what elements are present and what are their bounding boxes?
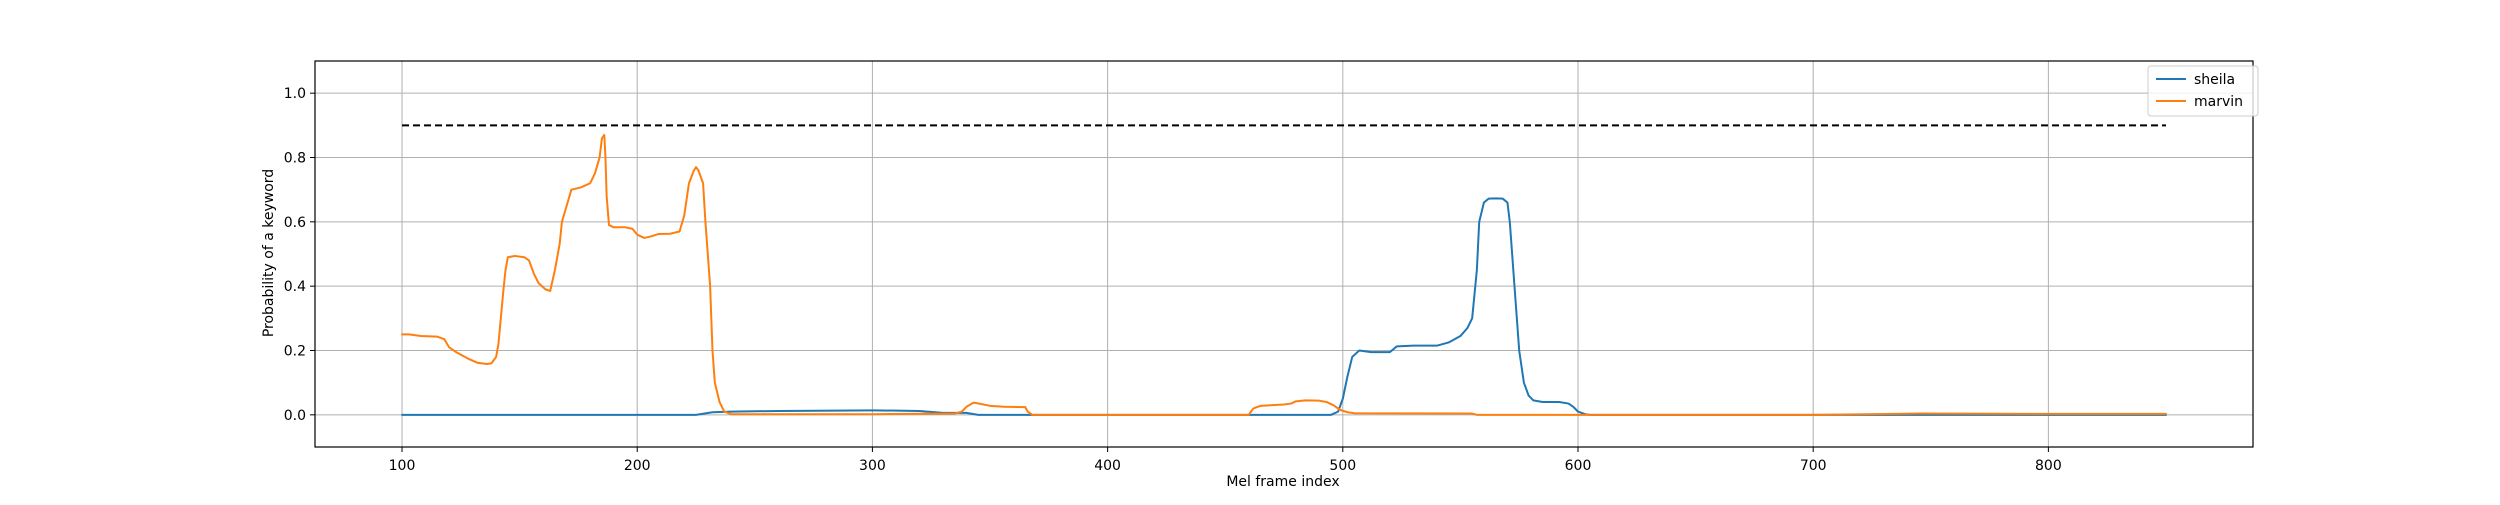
legend-label-sheila: sheila xyxy=(2194,72,2235,88)
y-tick-label: 0.2 xyxy=(284,344,306,360)
x-axis-label: Mel frame index xyxy=(1226,474,1339,490)
x-axis: 100 200 300 400 500 600 700 800 xyxy=(389,447,2062,474)
x-tick-label: 100 xyxy=(389,458,416,474)
plot-frame xyxy=(314,60,2254,448)
y-tick-label: 0.0 xyxy=(284,408,306,424)
y-axis-label: Probability of a keyword xyxy=(261,169,277,337)
y-tick-label: 0.6 xyxy=(284,215,306,231)
grid xyxy=(315,61,2253,447)
x-tick-label: 500 xyxy=(1329,458,1356,474)
legend-label-marvin: marvin xyxy=(2194,94,2243,110)
series-group xyxy=(401,133,2167,416)
y-tick-label: 0.8 xyxy=(284,151,306,167)
x-tick-label: 200 xyxy=(624,458,651,474)
y-tick-label: 0.4 xyxy=(284,279,306,295)
y-axis: 0.0 0.2 0.4 0.6 0.8 1.0 xyxy=(284,86,315,424)
legend: sheila marvin xyxy=(2147,65,2259,117)
x-tick-label: 400 xyxy=(1094,458,1121,474)
x-tick-label: 300 xyxy=(859,458,886,474)
x-tick-label: 700 xyxy=(1800,458,1827,474)
x-tick-label: 600 xyxy=(1565,458,1592,474)
series-line-marvin xyxy=(401,133,2167,416)
plot-area-border xyxy=(314,60,2254,448)
x-tick-label: 800 xyxy=(2035,458,2062,474)
y-tick-label: 1.0 xyxy=(284,86,306,102)
